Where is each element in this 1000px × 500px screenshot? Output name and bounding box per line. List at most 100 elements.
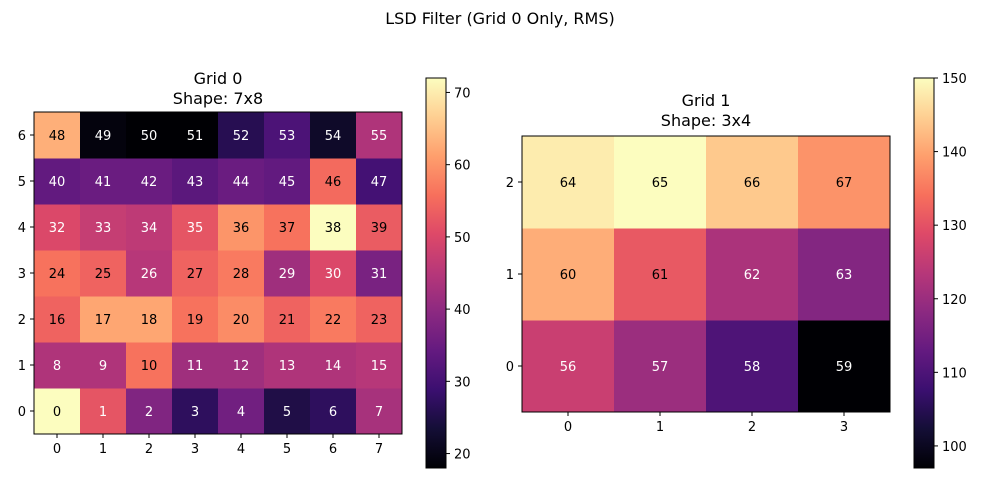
cell-value-label: 36	[233, 221, 250, 236]
heatmap-cell-0-5-1	[80, 158, 127, 205]
heatmap-cell-1-1-0	[522, 228, 615, 321]
heatmap-cell-0-4-4	[218, 204, 265, 251]
colorbar-gradient	[425, 77, 447, 469]
cell-value-label: 61	[652, 268, 669, 283]
heatmap-cell-0-4-6	[310, 204, 357, 251]
heatmap-cell-0-4-0	[34, 204, 81, 251]
heatmap-cell-0-5-0	[34, 158, 81, 205]
cell-value-label: 56	[560, 360, 577, 375]
x-tick-label: 5	[283, 442, 291, 457]
y-tick-label: 4	[18, 221, 26, 236]
grid-0-title: Grid 0	[194, 69, 243, 88]
heatmap-cell-0-0-4	[218, 388, 265, 435]
y-tick-label: 1	[18, 359, 26, 374]
heatmap-cell-0-2-5	[264, 296, 311, 343]
cell-value-label: 0	[53, 405, 61, 420]
colorbar-tick-label: 130	[942, 219, 967, 234]
heatmap-cell-1-1-1	[614, 228, 707, 321]
heatmap-cell-1-2-1	[614, 136, 707, 229]
y-tick-label: 5	[18, 175, 26, 190]
grid-0-subtitle: Shape: 7x8	[173, 89, 263, 108]
heatmap-cell-0-6-2	[126, 112, 173, 159]
cell-value-label: 35	[187, 221, 204, 236]
colorbar-tick-label: 20	[454, 448, 471, 463]
heatmap-cell-1-2-2	[706, 136, 799, 229]
cell-value-label: 34	[141, 221, 158, 236]
heatmap-cell-0-4-3	[172, 204, 219, 251]
colorbar-tick-label: 120	[942, 293, 967, 308]
cell-value-label: 66	[744, 176, 761, 191]
cell-value-label: 7	[375, 405, 383, 420]
cell-value-label: 4	[237, 405, 245, 420]
cell-value-label: 21	[279, 313, 296, 328]
cell-value-label: 49	[95, 129, 112, 144]
cell-value-label: 62	[744, 268, 761, 283]
y-tick-label: 0	[18, 405, 26, 420]
cell-value-label: 9	[99, 359, 107, 374]
cell-value-label: 25	[95, 267, 112, 282]
colorbar-tick-label: 140	[942, 146, 967, 161]
cell-value-label: 52	[233, 129, 250, 144]
heatmap-cell-0-0-7	[356, 388, 403, 435]
grid-0-frame	[33, 111, 403, 435]
cell-value-label: 22	[325, 313, 342, 328]
x-tick-label: 4	[237, 442, 245, 457]
heatmap-cell-0-4-7	[356, 204, 403, 251]
colorbar-gradient	[913, 77, 935, 469]
cell-value-label: 32	[49, 221, 66, 236]
x-tick-label: 2	[748, 420, 756, 435]
cell-value-label: 55	[371, 129, 388, 144]
y-tick-label: 3	[18, 267, 26, 282]
heatmap-cell-0-6-0	[34, 112, 81, 159]
colorbar-tick-label: 40	[454, 303, 471, 318]
cell-value-label: 6	[329, 405, 337, 420]
y-tick-label: 6	[18, 129, 26, 144]
colorbar-tick-label: 30	[454, 375, 471, 390]
heatmap-cell-0-5-7	[356, 158, 403, 205]
cell-value-label: 15	[371, 359, 388, 374]
heatmap-cell-1-2-0	[522, 136, 615, 229]
heatmap-cell-0-4-2	[126, 204, 173, 251]
heatmap-cell-0-3-5	[264, 250, 311, 297]
cell-value-label: 1	[99, 405, 107, 420]
figure-suptitle: LSD Filter (Grid 0 Only, RMS)	[385, 9, 615, 28]
heatmap-cell-0-2-0	[34, 296, 81, 343]
heatmap-cell-0-3-7	[356, 250, 403, 297]
cell-value-label: 26	[141, 267, 158, 282]
x-tick-label: 1	[99, 442, 107, 457]
heatmap-cell-0-0-0	[34, 388, 81, 435]
cell-value-label: 44	[233, 175, 250, 190]
cell-value-label: 65	[652, 176, 669, 191]
heatmap-cell-0-1-2	[126, 342, 173, 389]
cell-value-label: 48	[49, 129, 66, 144]
heatmap-cell-0-0-2	[126, 388, 173, 435]
heatmap-cell-0-5-4	[218, 158, 265, 205]
x-tick-label: 2	[145, 442, 153, 457]
heatmap-cell-0-6-4	[218, 112, 265, 159]
cell-value-label: 13	[279, 359, 296, 374]
grid-0-colorbar: 20 30 40 50 60 70	[425, 77, 471, 469]
colorbar-tick-label: 100	[942, 440, 967, 455]
grid-0-x-ticks: 0 1 2 3 4 5 6 7	[53, 434, 383, 457]
grid-1-title: Grid 1	[682, 91, 731, 110]
heatmap-cell-0-0-1	[80, 388, 127, 435]
colorbar-tick-label: 110	[942, 366, 967, 381]
cell-value-label: 46	[325, 175, 342, 190]
colorbar-tick-label: 50	[454, 231, 471, 246]
grid-1-plot: Grid 1 Shape: 3x4 56 57 58 59 60 61 62 63 64 65 66…	[506, 91, 891, 435]
heatmap-cell-0-2-2	[126, 296, 173, 343]
heatmap-cell-0-0-5	[264, 388, 311, 435]
heatmap-cell-0-6-5	[264, 112, 311, 159]
cell-value-label: 41	[95, 175, 112, 190]
heatmap-cell-0-3-1	[80, 250, 127, 297]
heatmap-cell-0-4-5	[264, 204, 311, 251]
heatmap-cell-0-2-3	[172, 296, 219, 343]
heatmap-cell-0-5-6	[310, 158, 357, 205]
heatmap-cell-0-6-7	[356, 112, 403, 159]
cell-value-label: 2	[145, 405, 153, 420]
cell-value-label: 37	[279, 221, 296, 236]
heatmap-cell-0-1-3	[172, 342, 219, 389]
heatmap-cell-0-3-3	[172, 250, 219, 297]
x-tick-label: 7	[375, 442, 383, 457]
